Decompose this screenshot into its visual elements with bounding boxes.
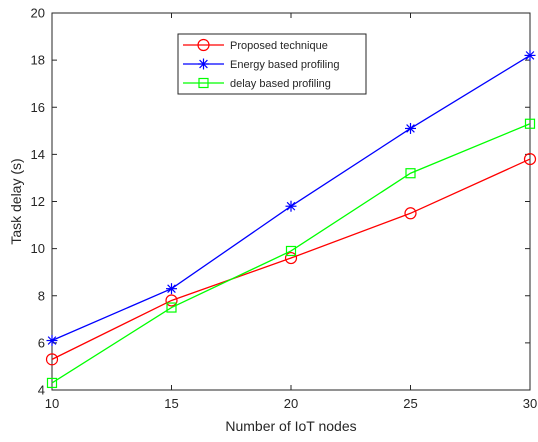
series-line: [51, 158, 531, 360]
data-point: [45, 353, 59, 366]
series-delay-based-profiling: [46, 118, 536, 389]
data-point: [405, 168, 416, 179]
series-energy-based-profiling: [46, 49, 536, 347]
series-layer: [45, 49, 537, 389]
data-point: [166, 283, 177, 295]
data-point: [405, 122, 416, 134]
data-point: [285, 200, 297, 212]
data-point: [284, 251, 298, 265]
y-tick-label: 18: [31, 53, 45, 68]
legend-label: Proposed technique: [230, 40, 328, 52]
x-tick-label: 15: [164, 396, 178, 411]
legend-entry: Energy based profiling: [183, 58, 339, 71]
series-line: [51, 123, 531, 384]
y-tick-label: 6: [38, 335, 45, 350]
axis-ticks: 10 15 20 25 30 4 6 8 10 12 14 16 18 20: [31, 6, 538, 412]
data-point: [523, 152, 537, 166]
data-point: [165, 294, 178, 307]
data-point: [285, 245, 297, 257]
legend-label: delay based profiling: [230, 78, 331, 90]
y-tick-label: 12: [31, 194, 45, 209]
x-tick-label: 30: [523, 396, 537, 411]
y-tick-label: 14: [31, 147, 45, 162]
x-tick-label: 25: [403, 396, 417, 411]
legend: Proposed technique Energy based profiling…: [177, 33, 367, 95]
data-point: [404, 207, 417, 220]
data-point: [46, 335, 58, 347]
data-point: [524, 49, 536, 61]
y-tick-label: 20: [31, 6, 45, 21]
data-point: [166, 302, 177, 313]
data-point: [524, 118, 536, 129]
x-tick-label: 10: [45, 396, 59, 411]
y-tick-label: 16: [31, 100, 45, 115]
legend-entry: delay based profiling: [183, 77, 331, 90]
legend-entry: Proposed technique: [183, 38, 328, 52]
y-axis-title: Task delay (s): [8, 158, 24, 244]
legend-marker: [198, 77, 209, 89]
data-point: [46, 377, 58, 389]
series-proposed-technique: [45, 152, 537, 366]
legend-marker: [197, 38, 210, 52]
x-tick-label: 20: [284, 396, 298, 411]
y-tick-label: 10: [31, 241, 45, 256]
legend-marker: [198, 58, 209, 70]
y-tick-label: 4: [38, 383, 45, 398]
x-axis-title: Number of IoT nodes: [225, 418, 356, 434]
y-tick-label: 8: [38, 288, 45, 303]
legend-label: Energy based profiling: [230, 59, 339, 71]
